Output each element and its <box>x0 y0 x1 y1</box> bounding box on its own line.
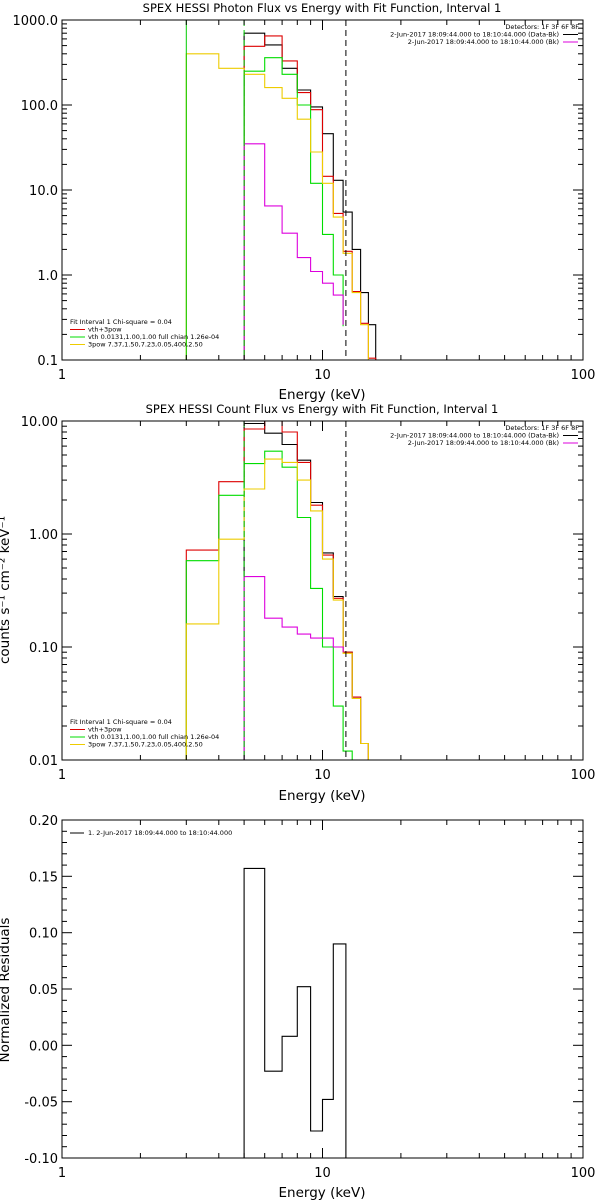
x-tick-label: 1 <box>58 368 66 383</box>
count-flux-title: SPEX HESSI Count Flux vs Energy with Fit… <box>146 402 499 416</box>
series-line-0 <box>243 867 347 1158</box>
legend-label: 1. 2-Jun-2017 18:09:44.000 to 18:10:44.0… <box>88 829 232 837</box>
series-line-3 <box>185 458 376 761</box>
header-line: Detectors: 1F 3F 6F 8F <box>505 424 579 432</box>
y-tick-label: 1.0 <box>37 269 58 284</box>
x-tick-label: 10 <box>314 1166 331 1181</box>
x-tick-label: 100 <box>571 768 596 783</box>
fit-line: vth 0.0131,1.00,1.00 full chian 1.26e-04 <box>88 333 219 341</box>
series-line-3 <box>185 53 376 361</box>
series-line-1 <box>185 420 376 761</box>
residuals-panel: Normalized Residuals Energy (keV) 1 10 100… <box>0 814 595 1200</box>
header-line: Detectors: 1F 3F 6F 8F <box>505 23 579 31</box>
y-tick-label: 10.0 <box>29 184 58 199</box>
x-tick-label: 10 <box>314 368 331 383</box>
y-tick-label: 0.00 <box>29 1039 58 1054</box>
y-tick-label: 0.15 <box>29 870 58 885</box>
header-line: 2-Jun-2017 18:09:44.000 to 18:10:44.000 … <box>390 432 559 440</box>
y-tick-label: -0.10 <box>24 1152 58 1167</box>
series-line-0 <box>243 422 376 761</box>
header-line: 2-Jun-2017 18:09:44.000 to 18:10:44.000 … <box>408 38 559 46</box>
fit-line: vth+3pow <box>88 726 122 734</box>
y-tick-label: 100.0 <box>21 99 58 114</box>
y-tick-label: 10.00 <box>21 415 58 430</box>
series-line-2 <box>243 57 344 360</box>
count-flux-ylabel: counts s⁻¹ cm⁻² keV⁻¹ <box>0 516 13 664</box>
fit-line: vth 0.0131,1.00,1.00 full chian 1.26e-04 <box>88 733 219 741</box>
header-line: 2-Jun-2017 18:09:44.000 to 18:10:44.000 … <box>390 31 559 39</box>
y-tick-label: 0.01 <box>29 754 58 769</box>
y-tick-label: 0.1 <box>37 354 58 369</box>
photon-flux-title: SPEX HESSI Photon Flux vs Energy with Fi… <box>143 1 502 15</box>
photon-flux-panel: SPEX HESSI Photon Flux vs Energy with Fi… <box>13 1 596 403</box>
x-tick-label: 100 <box>571 368 596 383</box>
series-line-1 <box>243 35 377 360</box>
x-tick-label: 1 <box>58 1166 66 1181</box>
x-tick-label: 10 <box>314 768 331 783</box>
fit-line: 3pow 7.37,1.50,7.23,0.05,400,2.50 <box>88 741 203 749</box>
photon-flux-xlabel: Energy (keV) <box>279 387 366 403</box>
fit-line: vth+3pow <box>88 326 122 334</box>
fit-line: 3pow 7.37,1.50,7.23,0.05,400,2.50 <box>88 341 203 349</box>
y-tick-label: -0.05 <box>24 1096 58 1111</box>
y-tick-label: 0.20 <box>29 814 58 829</box>
y-tick-label: 1.00 <box>29 528 58 543</box>
x-tick-label: 100 <box>571 1166 596 1181</box>
y-tick-label: 1000.0 <box>13 14 59 29</box>
count-flux-panel: SPEX HESSI Count Flux vs Energy with Fit… <box>0 402 595 804</box>
series-line-2 <box>185 450 353 760</box>
x-tick-label: 1 <box>58 768 66 783</box>
header-line: 2-Jun-2017 18:09:44.000 to 18:10:44.000 … <box>408 439 559 447</box>
y-tick-label: 0.10 <box>29 641 58 656</box>
series-line-4 <box>243 576 344 760</box>
residuals-ylabel: Normalized Residuals <box>0 918 13 1063</box>
fit-line: Fit Interval 1 Chi-square = 0.04 <box>70 718 172 726</box>
series-line-4 <box>243 143 344 360</box>
residuals-xlabel: Energy (keV) <box>279 1185 366 1200</box>
count-flux-xlabel: Energy (keV) <box>279 788 366 804</box>
fit-line: Fit Interval 1 Chi-square = 0.04 <box>70 318 172 326</box>
series-line-0 <box>243 32 377 360</box>
y-tick-label: 0.05 <box>29 983 58 998</box>
y-tick-label: 0.10 <box>29 927 58 942</box>
